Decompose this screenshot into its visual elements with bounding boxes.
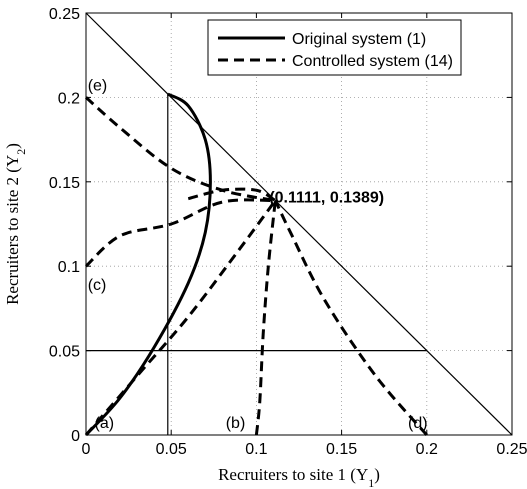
x-axis-label: Recruiters to site 1 (Y1): [218, 465, 380, 489]
plot-lines: [84, 12, 513, 437]
y-tick-label: 0.1: [58, 259, 80, 276]
y-tick-label: 0.2: [58, 90, 80, 107]
controlled-system-curve: [187, 187, 277, 202]
curve-annotation: (c): [88, 277, 107, 294]
controlled-system-curve: [254, 200, 277, 436]
x-tick-label: 0.2: [416, 441, 438, 458]
controlled-system-curve: [84, 199, 277, 436]
legend-entry-controlled: Controlled system (14): [292, 53, 453, 70]
curve-annotations: (a) (b) (c) (d) (e): [88, 78, 428, 433]
y-tick-label: 0.25: [49, 6, 80, 23]
curve-annotation: (a): [95, 415, 115, 432]
original-system-curve: [84, 92, 212, 437]
axis-ticks: 0 0.05 0.1 0.15 0.2 0.25 0 0.05 0.1 0.15 0.2 0.25: [49, 6, 527, 458]
legend-entry-original: Original system (1): [292, 31, 426, 48]
y-tick-label: 0: [71, 428, 80, 445]
legend-box: [207, 19, 462, 76]
boundary-line: [85, 12, 513, 436]
curve-annotation: (b): [226, 415, 246, 432]
controlled-system-curve: [84, 198, 276, 268]
equilibrium-label: (0.1111, 0.1389): [269, 190, 384, 207]
x-tick-label: 0.1: [245, 441, 267, 458]
x-tick-label: 0.05: [156, 441, 187, 458]
x-tick-label: 0: [82, 441, 91, 458]
legend: Original system (1) Controlled system (1…: [207, 19, 462, 76]
controlled-system-curve: [85, 96, 276, 203]
plot-frame: [85, 12, 513, 436]
x-tick-label: 0.25: [496, 441, 527, 458]
curve-annotation: (d): [408, 415, 428, 432]
x-tick-label: 0.15: [326, 441, 357, 458]
curve-annotation: (e): [88, 78, 108, 95]
y-tick-label: 0.05: [49, 344, 80, 361]
y-axis-label: Recruiters to site 2 (Y2): [3, 143, 28, 305]
y-tick-label: 0.15: [49, 175, 80, 192]
controlled-system-curve: [273, 199, 428, 436]
